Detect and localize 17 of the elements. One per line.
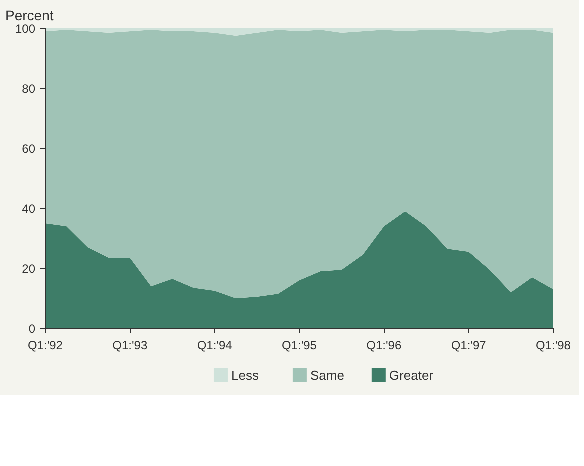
- legend-label: Less: [232, 368, 260, 383]
- legend-label: Greater: [389, 368, 434, 383]
- y-tick-label: 60: [22, 142, 36, 156]
- x-tick-label: Q1:'95: [282, 338, 318, 352]
- x-tick-label: Q1:'98: [536, 338, 572, 352]
- legend-label: Same: [310, 368, 344, 383]
- x-tick-label: Q1:'96: [366, 338, 402, 352]
- y-tick-label: 0: [28, 322, 36, 336]
- x-tick-label: Q1:'92: [28, 338, 64, 352]
- x-tick-label: Q1:'93: [112, 338, 148, 352]
- x-tick-label: Q1:'94: [197, 338, 233, 352]
- y-axis-title: Percent: [6, 8, 54, 24]
- y-tick-label: 100: [15, 22, 36, 36]
- y-tick-label: 40: [22, 202, 36, 216]
- y-tick-label: 20: [22, 262, 36, 276]
- y-tick-label: 80: [22, 82, 36, 96]
- x-tick-label: Q1:'97: [451, 338, 487, 352]
